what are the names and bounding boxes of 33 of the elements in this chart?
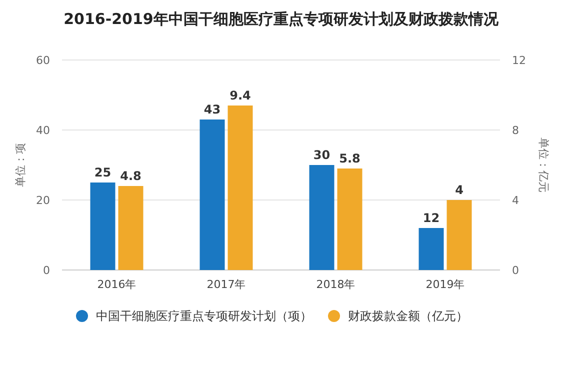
y-axis-title: 单位：项 bbox=[14, 143, 27, 187]
data-label: 4.8 bbox=[120, 169, 142, 183]
data-label: 30 bbox=[313, 148, 330, 162]
data-label: 4 bbox=[455, 183, 464, 197]
x-tick-label: 2019年 bbox=[426, 278, 465, 291]
chart-title: 2016-2019年中国干细胞医疗重点专项研发计划及财政拨款情况 bbox=[64, 10, 500, 28]
x-tick-label: 2016年 bbox=[97, 278, 136, 291]
y2-tick-label: 12 bbox=[512, 54, 526, 67]
bar bbox=[309, 165, 334, 270]
y2-tick-label: 4 bbox=[512, 194, 519, 207]
bar bbox=[418, 228, 444, 270]
y-tick-label: 40 bbox=[36, 124, 50, 137]
bar bbox=[446, 200, 472, 270]
y-tick-label: 60 bbox=[36, 54, 50, 67]
x-tick-label: 2018年 bbox=[316, 278, 356, 291]
bar bbox=[337, 168, 362, 270]
bar bbox=[200, 120, 225, 270]
x-tick-label: 2017年 bbox=[206, 278, 246, 291]
y-tick-label: 0 bbox=[43, 264, 50, 277]
legend-label: 财政拨款金额（亿元） bbox=[348, 309, 468, 323]
y2-tick-label: 8 bbox=[512, 124, 519, 137]
data-label: 12 bbox=[422, 211, 440, 225]
y2-tick-label: 0 bbox=[512, 264, 519, 277]
bar bbox=[118, 186, 144, 270]
data-label: 25 bbox=[94, 166, 112, 180]
y-tick-label: 20 bbox=[36, 194, 50, 207]
data-label: 5.8 bbox=[339, 152, 360, 166]
bar bbox=[90, 182, 116, 270]
data-label: 9.4 bbox=[230, 88, 251, 102]
bar bbox=[228, 106, 253, 270]
legend-label: 中国干细胞医疗重点专项研发计划（项） bbox=[96, 309, 312, 323]
data-label: 43 bbox=[204, 102, 221, 116]
y2-axis-title: 单位：亿元 bbox=[537, 138, 550, 192]
